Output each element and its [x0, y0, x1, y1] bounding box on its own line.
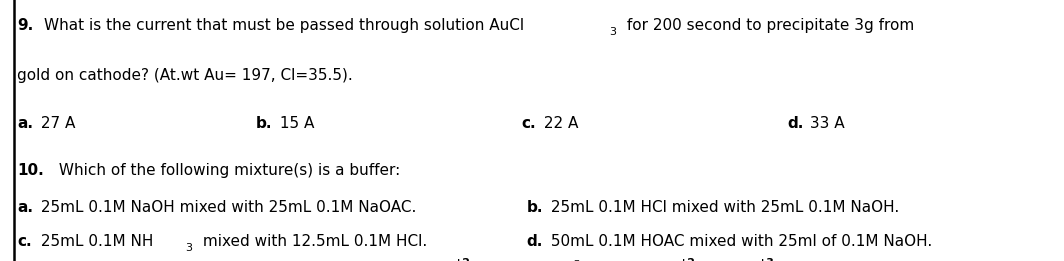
Text: 33 A: 33 A: [805, 116, 845, 131]
Text: +3: +3: [758, 258, 775, 261]
Text: d.: d.: [787, 116, 803, 131]
Text: b.: b.: [255, 116, 272, 131]
Text: mixed with 12.5mL 0.1M HCl.: mixed with 12.5mL 0.1M HCl.: [198, 234, 427, 248]
Text: 27 A: 27 A: [36, 116, 76, 131]
Text: c.: c.: [521, 116, 536, 131]
Text: 25mL 0.1M HCl mixed with 25mL 0.1M NaOH.: 25mL 0.1M HCl mixed with 25mL 0.1M NaOH.: [546, 200, 899, 215]
Text: d.: d.: [527, 234, 543, 248]
Text: 3: 3: [185, 243, 193, 253]
Text: +2: +2: [679, 258, 696, 261]
Text: 15 A: 15 A: [275, 116, 314, 131]
Text: 3: 3: [610, 27, 617, 37]
Text: Which of the following mixture(s) is a buffer:: Which of the following mixture(s) is a b…: [54, 163, 400, 178]
Text: c.: c.: [17, 234, 32, 248]
Text: 50mL 0.1M HOAC mixed with 25ml of 0.1M NaOH.: 50mL 0.1M HOAC mixed with 25ml of 0.1M N…: [546, 234, 932, 248]
Text: 25mL 0.1M NaOH mixed with 25mL 0.1M NaOAC.: 25mL 0.1M NaOH mixed with 25mL 0.1M NaOA…: [36, 200, 416, 215]
Text: for 200 second to precipitate 3g from: for 200 second to precipitate 3g from: [622, 18, 915, 33]
Text: 10.: 10.: [17, 163, 44, 178]
Text: What is the current that must be passed through solution AuCl: What is the current that must be passed …: [44, 18, 523, 33]
Text: 9.: 9.: [17, 18, 33, 33]
Text: ⁻: ⁻: [573, 258, 580, 261]
Text: a.: a.: [17, 200, 33, 215]
Text: gold on cathode? (At.wt Au= 197, Cl=35.5).: gold on cathode? (At.wt Au= 197, Cl=35.5…: [17, 68, 353, 83]
Text: a.: a.: [17, 116, 33, 131]
Text: 22 A: 22 A: [539, 116, 579, 131]
Text: +2: +2: [454, 258, 471, 261]
Text: 25mL 0.1M NH: 25mL 0.1M NH: [36, 234, 153, 248]
Text: b.: b.: [527, 200, 544, 215]
